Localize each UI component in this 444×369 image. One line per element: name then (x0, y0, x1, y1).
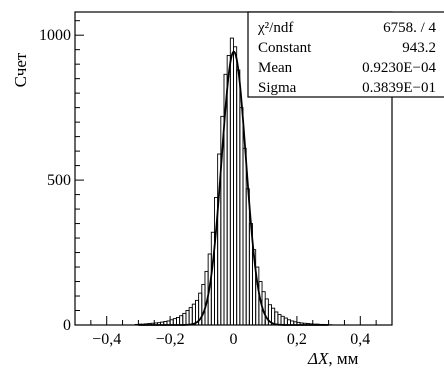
histogram-bin (283, 317, 288, 326)
x-tick-label: 0,4 (350, 331, 370, 348)
histogram-bin (239, 107, 244, 326)
histogram-bin (242, 147, 247, 326)
histogram-bin (229, 37, 234, 326)
stats-value: 0.9230E−04 (362, 60, 436, 76)
x-tick-label: 0,2 (287, 331, 307, 348)
gaussian-fit-curve (138, 50, 329, 326)
x-axis-tick-labels: −0,4 −0,2 0 0,2 0,4 (92, 331, 370, 348)
histogram-bin (236, 69, 241, 326)
y-axis-ticks (75, 20, 84, 326)
x-axis-symbol: ΔX (307, 349, 329, 368)
x-axis-unit: , мм (328, 349, 358, 368)
histogram-bin (134, 323, 139, 326)
histogram-bin (191, 303, 196, 326)
stats-label: Constant (258, 40, 312, 56)
histogram-bin (274, 311, 279, 326)
histogram-bin (226, 55, 231, 326)
histogram-bin (172, 318, 177, 326)
stats-label: χ²/ndf (257, 20, 293, 36)
x-tick-label: 0 (230, 331, 238, 348)
y-axis-tick-labels: 0 500 1000 (39, 27, 71, 334)
stats-label: Sigma (258, 80, 297, 96)
x-tick-label: −0,4 (92, 331, 121, 348)
stats-value: 943.2 (402, 40, 436, 56)
histogram-bin (175, 317, 181, 326)
histogram-bin (201, 283, 206, 326)
histogram-bin (179, 315, 184, 326)
histogram-bin (233, 46, 238, 326)
y-axis-title: Счет (11, 52, 30, 87)
fit-stats-box: χ²/ndf 6758. / 4 Constant 943.2 Mean 0.9230E−… (247, 11, 444, 98)
histogram-bin (188, 307, 193, 326)
y-tick-label: 0 (63, 317, 71, 334)
y-tick-label: 500 (47, 172, 71, 189)
stats-box-frame (247, 11, 444, 98)
stats-value: 0.3839E−01 (362, 80, 436, 96)
stats-label: Mean (258, 60, 293, 76)
x-tick-label: −0,2 (156, 331, 185, 348)
y-tick-label: 1000 (39, 27, 71, 44)
stats-value: 6758. / 4 (383, 20, 436, 36)
x-axis-title: ΔX, мм (307, 349, 359, 368)
